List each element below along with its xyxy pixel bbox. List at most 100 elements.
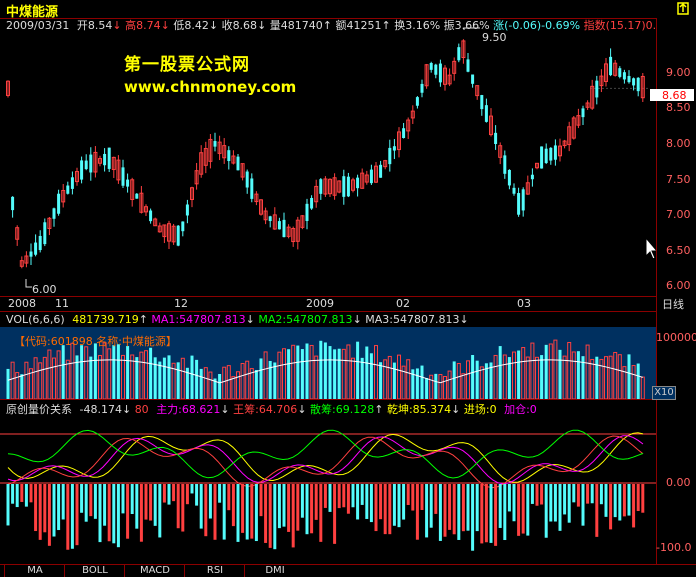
volume-bar [502,354,507,399]
volume-bar [406,359,411,399]
info-turn: 3.16% [405,19,441,32]
candle-body [379,164,383,178]
candle-body [70,177,74,189]
candle-body [397,131,401,151]
volume-bar [337,348,341,399]
indicator-bar [135,484,139,529]
volume-bar [397,354,401,399]
volume-chart[interactable] [0,327,656,399]
candle-body [521,189,525,211]
volume-bar [333,349,337,399]
candle-body [627,76,631,83]
volume-bar [595,356,599,399]
info-high-label: 高 [125,19,137,32]
indicator-bar [241,484,245,533]
volume-bar [627,354,631,399]
ind-qiankun: 乾坤:85.374 [386,403,452,416]
indicator-bar [176,484,180,529]
volume-bar [636,363,640,399]
zhuli-line [7,435,644,485]
volume-bar [562,355,567,399]
indicator-bar [199,484,203,529]
date-label: 12 [174,297,188,310]
candle-body [11,196,15,211]
indicator-bar [80,484,84,513]
volume-bar [171,362,176,399]
indicator-bar [572,484,576,503]
indicator-bar [287,484,291,532]
tab-rsi[interactable]: RSI [184,565,245,577]
volume-bar [126,346,130,399]
candlestick-chart[interactable] [0,18,656,296]
info-amp: 3.66% [454,19,490,32]
indicator-bar [195,484,199,506]
indicator-bar [429,484,433,528]
title-bar: 中煤能源 [0,0,696,20]
candle-body [471,74,475,84]
date-label: 11 [55,297,69,310]
candle-body [199,152,204,175]
candle-body [291,228,296,243]
candle-body [540,146,544,169]
volume-bar [75,355,79,399]
candle-body [277,221,281,230]
down-arrow-icon: ↓ [112,19,122,32]
candle-body [364,174,369,183]
date-axis: 2008 11 12 2009 02 03 [0,297,656,311]
indicator-chart[interactable] [0,418,656,564]
candle-body [535,162,539,169]
indicator-bar [333,484,337,544]
indicator-bar [613,484,617,518]
candle-body [466,59,470,72]
indicator-bar [503,484,507,541]
lock-icon[interactable] [676,2,690,15]
volume-bar [452,361,456,399]
date-label: 2009 [306,297,334,310]
volume-bar [10,361,15,399]
ind-wangchou: 王筹:64.706 [233,403,298,416]
tab-dmi[interactable]: DMI [244,565,305,577]
volume-bar [144,350,148,399]
indicator-tabs: MA BOLL MACD RSI DMI [0,564,696,577]
indicator-bar [20,484,24,502]
tab-macd[interactable]: MACD [124,565,185,577]
indicator-bar [461,484,465,532]
info-date: 2009/03/31 [6,19,70,32]
candle-body [374,165,378,183]
volume-bar [42,356,47,399]
frame-line [0,311,656,312]
indicator-bar [185,484,189,505]
volume-bar [521,347,526,399]
candle-body [494,132,498,144]
candle-body [406,119,411,132]
volume-bar [6,368,10,399]
period-label[interactable]: 日线 [662,298,684,311]
volume-bar [176,362,180,399]
indicator-bar [581,484,585,526]
indicator-bar [494,484,498,546]
indicator-bar [57,484,61,531]
indicator-bar [29,484,33,503]
indicator-bar [489,484,493,543]
info-close-label: 收 [221,19,233,32]
indicator-bar [24,484,28,507]
volume-bar [567,342,572,399]
volume-bar [314,355,319,399]
candle-body [126,179,130,187]
scale-button[interactable]: X10 [652,386,676,400]
ind-jinchang: 进场:0 [463,403,497,416]
volume-bar [498,346,502,399]
tab-ma[interactable]: MA [4,565,65,577]
tab-boll[interactable]: BOLL [64,565,125,577]
candle-body [525,182,530,195]
volume-bar [471,354,475,399]
indicator-bar [484,484,488,543]
indicator-bar [144,484,148,520]
indicator-bar [264,484,268,543]
volume-bar [617,354,622,399]
candle-body [567,126,572,146]
info-index-label: 指数 [583,19,606,32]
down-arrow-icon: ↓ [220,403,230,416]
candle-body [383,160,388,168]
volume-bar [158,361,162,399]
